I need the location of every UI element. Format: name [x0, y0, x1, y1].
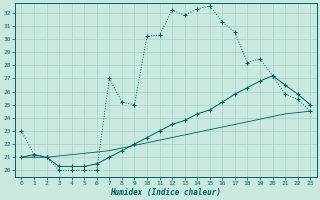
X-axis label: Humidex (Indice chaleur): Humidex (Indice chaleur) — [110, 188, 221, 197]
